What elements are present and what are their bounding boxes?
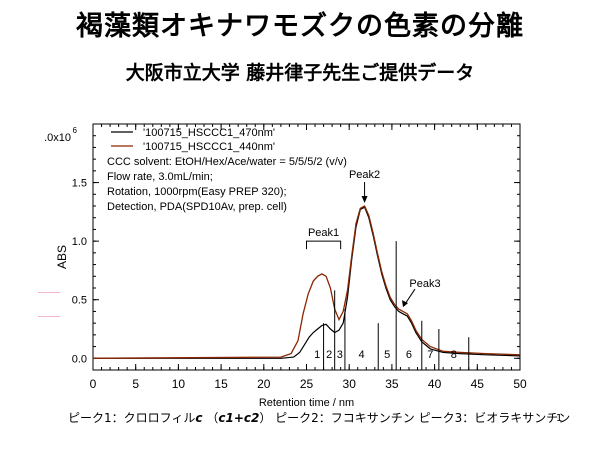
chromatogram-chart: 0 5 10 15 20 25 30 35 40 45 500.00.51.01.5.0x106Re… [44,123,527,409]
caption-part: c1+c2 [218,411,260,425]
page-subtitle: 大阪市立大学 藤井律子先生ご提供データ [125,62,475,84]
annotation-line: Detection, PDA(SPD10Av, prep. cell) [107,201,287,213]
peak-caption: ピーク1：クロロフィルc （c1+c2） ピーク2：フコキサンチン ピーク3：ビ… [68,409,570,426]
legend-label: '100715_HSCCC1_470nm' [143,127,275,139]
y-top-exponent: 6 [73,126,78,135]
fraction-label: 6 [406,349,412,361]
fraction-label: 1 [314,349,320,361]
x-tick-label: 30 [343,377,357,391]
peak3-arrow [404,288,416,305]
y-tick-label: 1.5 [72,178,87,190]
x-axis-label: Retention time / nm [259,397,354,409]
caption-part: ） ピーク2：フコキサンチン ピーク3：ビオラキサンチン [259,411,571,425]
x-tick-label: 20 [257,377,271,391]
fraction-label: 3 [337,349,343,361]
caption-part: （ [202,411,219,425]
peak1-label: Peak1 [308,227,339,239]
annotation-line: CCC solvent: EtOH/Hex/Ace/water = 5/5/5/… [107,156,347,168]
x-tick-label: 45 [471,377,485,391]
x-tick-label: 5 [132,377,139,391]
annotation-line: Flow rate, 3.0mL/min; [107,171,213,183]
x-tick-label: 15 [214,377,228,391]
y-axis-label: ABS [55,245,69,269]
peak2-label: Peak2 [349,169,380,181]
y-tick-label: 0.5 [72,295,87,307]
x-tick-label: 25 [300,377,314,391]
caption-part: c [195,411,203,425]
series-line [92,205,521,359]
series-line [93,206,521,359]
page-title: 褐藻類オキナワモズクの色素の分離 [76,11,524,42]
caption-part: ピーク1：クロロフィル [68,411,196,425]
legend-label: '100715_HSCCC1_440nm' [143,141,275,153]
fraction-label: 2 [326,349,332,361]
x-tick-label: 40 [428,377,442,391]
peak3-arrowhead [402,300,409,308]
x-tick-label: 0 [90,377,97,391]
x-tick-label: 50 [513,377,527,391]
y-tick-label: 0.0 [72,353,87,365]
y-top-label: .0x10 [44,132,71,144]
peak1-bracket [306,240,342,250]
slide-number: 1 [556,413,563,424]
peak3-label: Peak3 [409,278,440,290]
x-tick-label: 10 [172,377,186,391]
decorative-line [38,316,60,317]
y-tick-label: 1.0 [72,236,87,248]
fraction-label: 5 [384,349,390,361]
fraction-label: 4 [359,349,365,361]
peak2-arrowhead [361,196,368,203]
decorative-line [38,292,60,293]
x-tick-label: 35 [385,377,399,391]
fraction-label: 7 [427,349,433,361]
fraction-label: 8 [451,349,457,361]
annotation-line: Rotation, 1000rpm(Easy PREP 320); [107,186,287,198]
